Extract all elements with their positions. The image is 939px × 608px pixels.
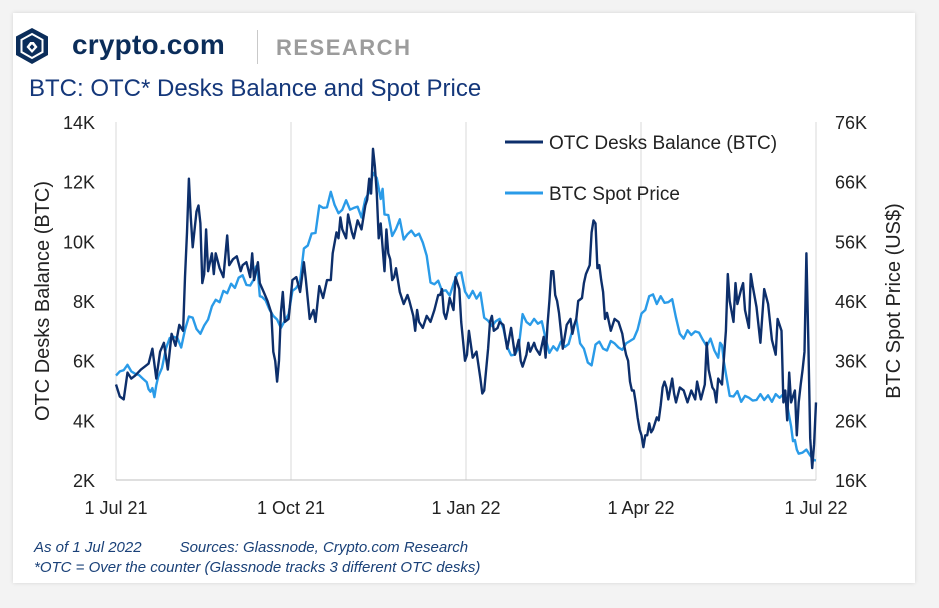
y-tick-label-right: 66K <box>835 173 867 193</box>
otc-footnote: *OTC = Over the counter (Glassnode track… <box>34 559 481 576</box>
y-tick-label-right: 46K <box>835 292 867 312</box>
x-tick-label: 1 Jul 21 <box>84 498 147 518</box>
y-tick-label-right: 56K <box>835 232 867 252</box>
y-axis-title-left: OTC Desks Balance (BTC) <box>32 181 54 421</box>
series-line-btc-spot-price <box>115 171 816 462</box>
y-axis-title-right: BTC Spot Price (US$) <box>883 203 905 399</box>
x-tick-label: 1 Jan 22 <box>431 498 500 518</box>
y-tick-label-left: 12K <box>63 173 95 193</box>
sources-note: Sources: Glassnode, Crypto.com Research <box>179 539 469 556</box>
as-of-date: As of 1 Jul 2022 <box>34 539 142 556</box>
y-tick-label-left: 4K <box>73 411 95 431</box>
y-tick-label-right: 26K <box>835 411 867 431</box>
y-tick-label-right: 36K <box>835 352 867 372</box>
y-tick-label-left: 6K <box>73 352 95 372</box>
legend-label-otc: OTC Desks Balance (BTC) <box>549 133 777 154</box>
y-tick-label-left: 8K <box>73 292 95 312</box>
series-line-otc-desks-balance <box>114 147 818 470</box>
x-tick-label: 1 Apr 22 <box>607 498 674 518</box>
brand-name: crypto.com <box>72 29 225 60</box>
chart-title: BTC: OTC* Desks Balance and Spot Price <box>29 75 482 102</box>
y-tick-label-right: 16K <box>835 471 867 491</box>
brand-section-label: RESEARCH <box>276 35 412 60</box>
brand-divider <box>257 30 258 64</box>
y-tick-label-left: 14K <box>63 113 95 133</box>
y-tick-label-left: 2K <box>73 471 95 491</box>
legend-label-spot: BTC Spot Price <box>549 184 680 205</box>
y-tick-label-left: 10K <box>63 232 95 252</box>
x-tick-label: 1 Oct 21 <box>257 498 325 518</box>
x-tick-label: 1 Jul 22 <box>784 498 847 518</box>
crypto-com-shield-icon <box>16 28 48 64</box>
y-tick-label-right: 76K <box>835 113 867 133</box>
footnote-line-1: As of 1 Jul 2022 Sources: Glassnode, Cryp… <box>34 539 468 556</box>
